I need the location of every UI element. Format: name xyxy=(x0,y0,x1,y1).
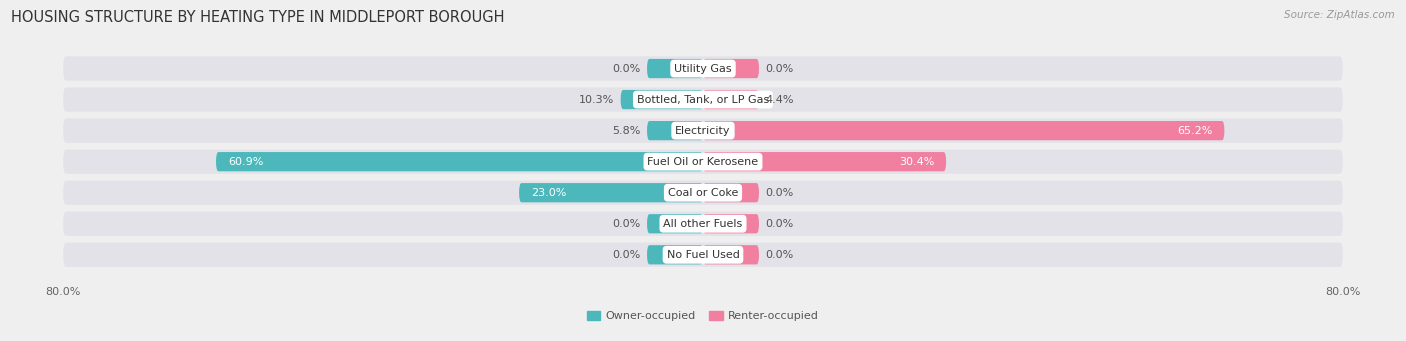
FancyBboxPatch shape xyxy=(647,59,703,78)
Text: Source: ZipAtlas.com: Source: ZipAtlas.com xyxy=(1284,10,1395,20)
Text: Electricity: Electricity xyxy=(675,125,731,136)
Text: Fuel Oil or Kerosene: Fuel Oil or Kerosene xyxy=(647,157,759,167)
Text: Coal or Coke: Coal or Coke xyxy=(668,188,738,198)
FancyBboxPatch shape xyxy=(647,214,703,233)
Text: Utility Gas: Utility Gas xyxy=(675,63,731,74)
Text: 0.0%: 0.0% xyxy=(765,250,793,260)
FancyBboxPatch shape xyxy=(63,150,1343,174)
Text: 30.4%: 30.4% xyxy=(898,157,934,167)
FancyBboxPatch shape xyxy=(620,90,703,109)
Text: 4.4%: 4.4% xyxy=(765,94,794,105)
FancyBboxPatch shape xyxy=(647,121,703,140)
FancyBboxPatch shape xyxy=(63,243,1343,267)
Text: 0.0%: 0.0% xyxy=(765,63,793,74)
Text: 23.0%: 23.0% xyxy=(531,188,567,198)
Text: 10.3%: 10.3% xyxy=(579,94,614,105)
FancyBboxPatch shape xyxy=(63,181,1343,205)
FancyBboxPatch shape xyxy=(703,245,759,264)
FancyBboxPatch shape xyxy=(217,152,703,171)
FancyBboxPatch shape xyxy=(703,214,759,233)
Text: 0.0%: 0.0% xyxy=(765,188,793,198)
FancyBboxPatch shape xyxy=(703,183,759,202)
FancyBboxPatch shape xyxy=(519,183,703,202)
Text: 65.2%: 65.2% xyxy=(1177,125,1212,136)
Text: 0.0%: 0.0% xyxy=(613,63,641,74)
FancyBboxPatch shape xyxy=(703,152,946,171)
Text: 5.8%: 5.8% xyxy=(612,125,641,136)
Text: All other Fuels: All other Fuels xyxy=(664,219,742,229)
Text: Bottled, Tank, or LP Gas: Bottled, Tank, or LP Gas xyxy=(637,94,769,105)
Text: 0.0%: 0.0% xyxy=(765,219,793,229)
FancyBboxPatch shape xyxy=(647,245,703,264)
FancyBboxPatch shape xyxy=(703,90,759,109)
FancyBboxPatch shape xyxy=(703,121,1225,140)
Text: 0.0%: 0.0% xyxy=(613,219,641,229)
Text: 0.0%: 0.0% xyxy=(613,250,641,260)
FancyBboxPatch shape xyxy=(63,88,1343,112)
Text: HOUSING STRUCTURE BY HEATING TYPE IN MIDDLEPORT BOROUGH: HOUSING STRUCTURE BY HEATING TYPE IN MID… xyxy=(11,10,505,25)
Text: No Fuel Used: No Fuel Used xyxy=(666,250,740,260)
Legend: Owner-occupied, Renter-occupied: Owner-occupied, Renter-occupied xyxy=(582,307,824,326)
Text: 60.9%: 60.9% xyxy=(228,157,263,167)
FancyBboxPatch shape xyxy=(703,59,759,78)
FancyBboxPatch shape xyxy=(63,212,1343,236)
FancyBboxPatch shape xyxy=(63,119,1343,143)
FancyBboxPatch shape xyxy=(63,57,1343,81)
